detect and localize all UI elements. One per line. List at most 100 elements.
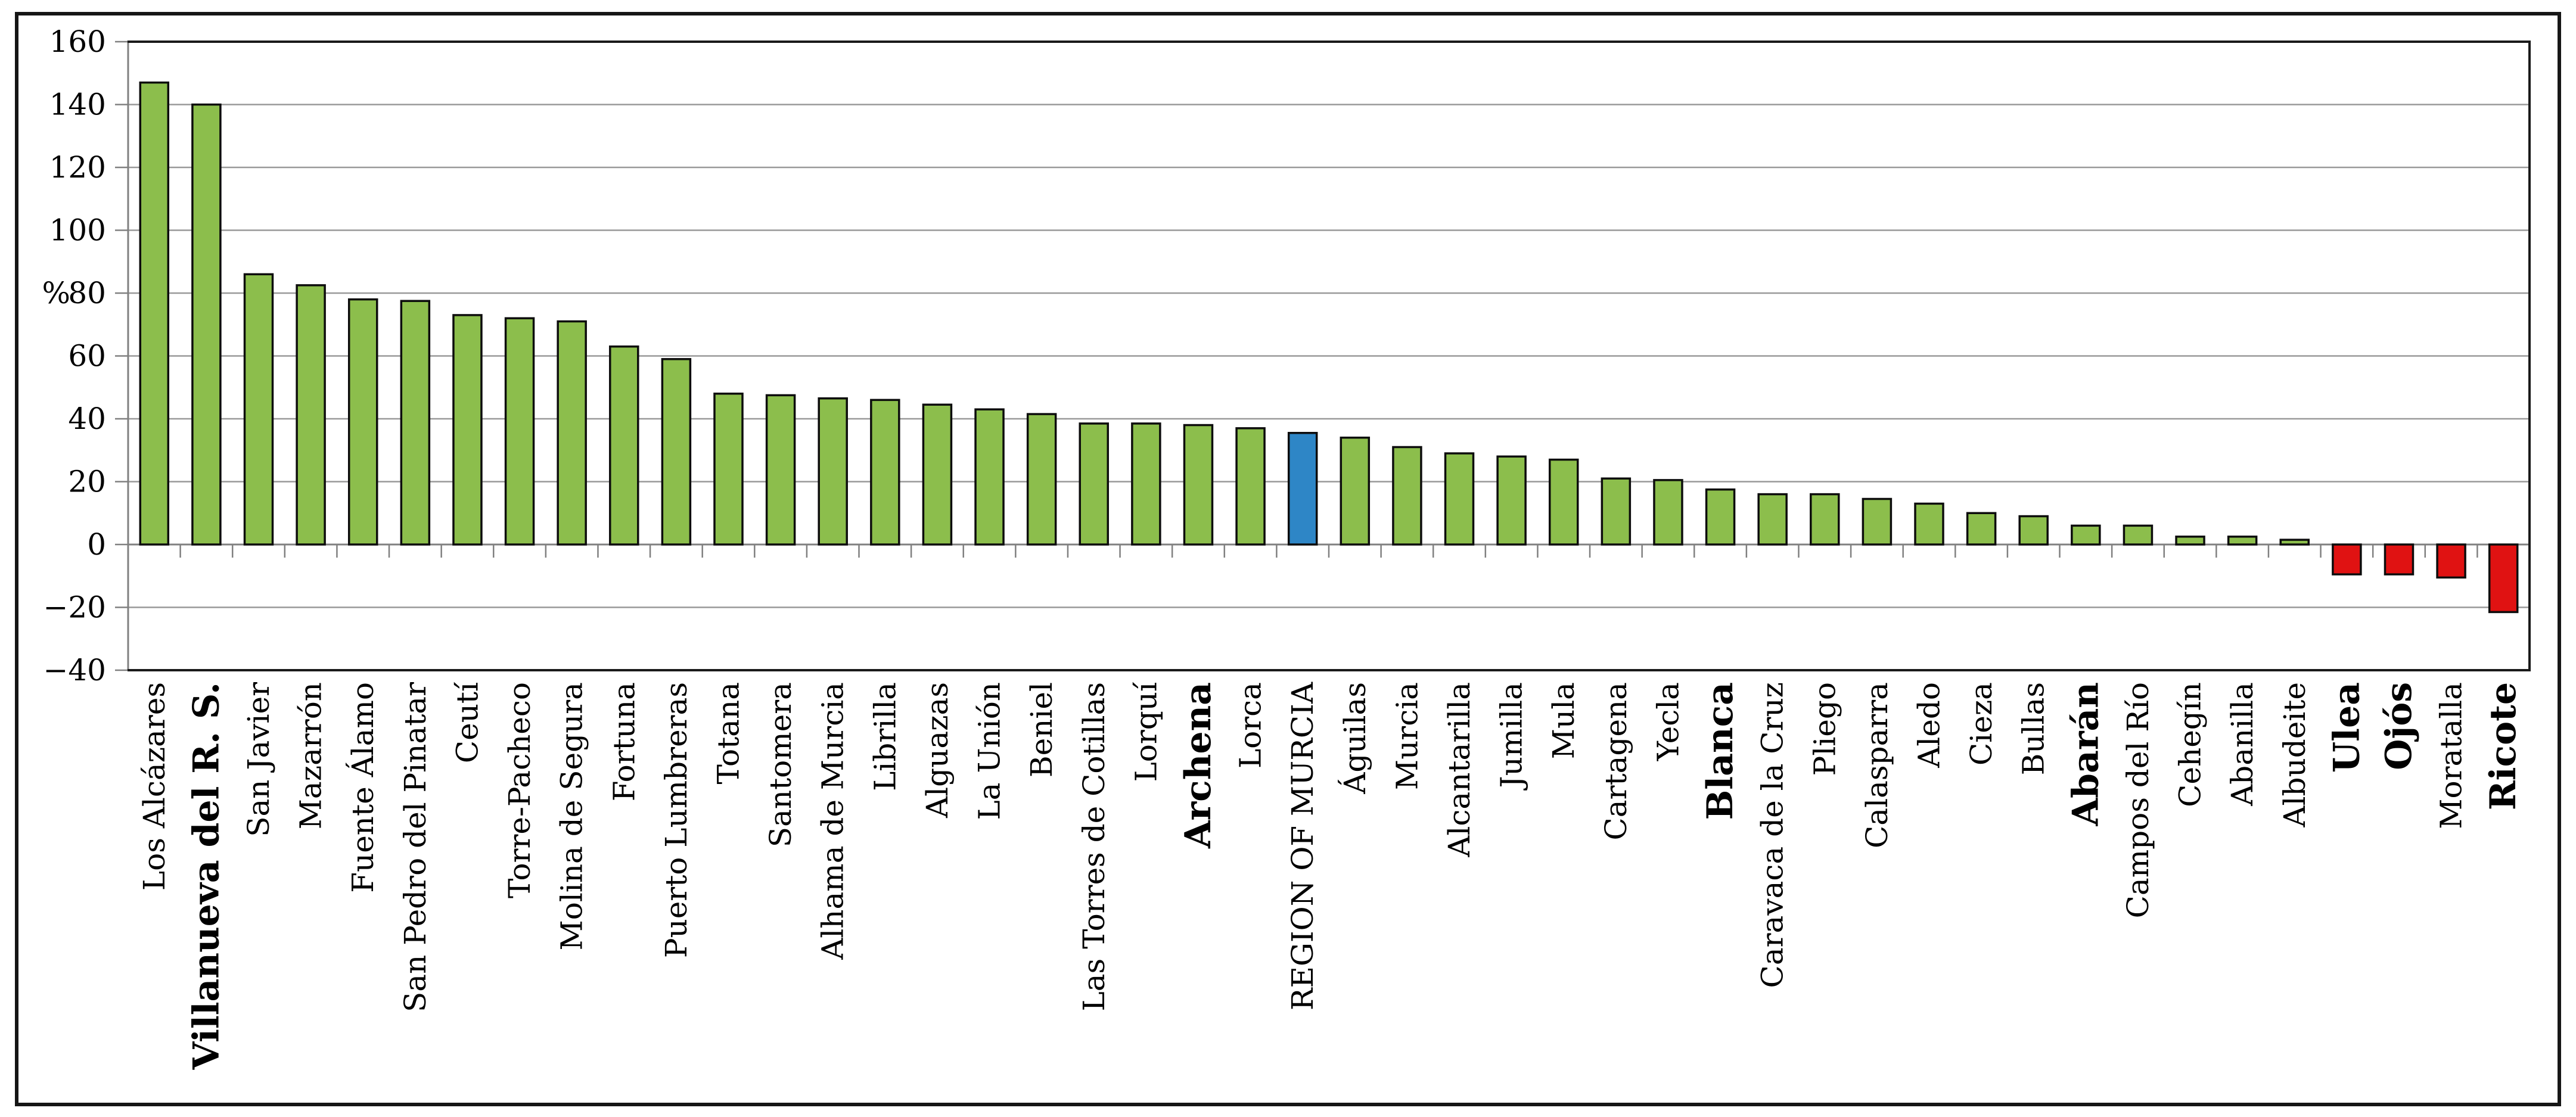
x-label-alguazas: Alguazas — [920, 682, 955, 819]
bar-los-alcazares — [139, 81, 170, 546]
x-label-lorca: Lorca — [1233, 682, 1268, 768]
y-tick-label-40: 40 — [68, 402, 106, 436]
x-label-ceuti: Ceutí — [450, 682, 484, 763]
x-label-santomera: Santomera — [763, 682, 798, 847]
y-tick-label--20: −20 — [43, 590, 106, 625]
bar-molina-de-segura — [557, 320, 587, 546]
bar-mazarron — [296, 284, 326, 546]
bar-campos-del-rio — [2123, 524, 2154, 546]
x-label-region-of-murcia: REGION OF MURCIA — [1285, 682, 1320, 1010]
bar-cieza — [1966, 512, 1997, 546]
bar-villanueva-del-r-s — [191, 103, 222, 546]
bar-region-of-murcia — [1287, 431, 1318, 546]
x-label-san-javier: San Javier — [241, 682, 276, 837]
x-label-calasparra: Calasparra — [1860, 682, 1894, 848]
bar-blanca — [1705, 488, 1736, 546]
bar-lorqui — [1131, 422, 1161, 546]
x-label-beniel: Beniel — [1024, 682, 1059, 777]
x-label-abaran: Abarán — [2065, 682, 2106, 827]
x-label-abanilla: Abanilla — [2225, 682, 2260, 807]
x-label-alcantarilla: Alcantarilla — [1442, 682, 1477, 858]
x-label-cieza: Cieza — [1964, 682, 1999, 766]
x-label-la-union: La Unión — [972, 682, 1007, 820]
x-label-lorqui: Lorquí — [1129, 682, 1163, 782]
bar-abaran — [2071, 524, 2101, 546]
y-tick-label-140: 140 — [49, 88, 106, 122]
bar-cehegin — [2175, 536, 2205, 546]
bar-puerto-lumbreras — [661, 358, 692, 546]
bar-cartagena — [1601, 477, 1632, 546]
x-label-ojos: Ojós — [2378, 682, 2420, 770]
y-tick-label-20: 20 — [68, 465, 106, 499]
bar-torre-pacheco — [504, 317, 535, 546]
bar-moratalla — [2436, 543, 2466, 579]
x-label-torre-pacheco: Torre-Pacheco — [502, 682, 537, 898]
bar-yecla — [1653, 479, 1683, 546]
x-label-aguilas: Águilas — [1337, 682, 1372, 795]
bar-calasparra — [1862, 497, 1893, 546]
y-tick-label-160: 160 — [49, 24, 106, 59]
figure-outer-border — [15, 12, 2561, 1106]
x-label-pliego: Pliego — [1807, 682, 1842, 776]
x-label-aledo: Aledo — [1912, 682, 1947, 768]
bar-aledo — [1914, 502, 1944, 546]
bar-librilla — [870, 399, 900, 546]
y-tick-label-100: 100 — [49, 213, 106, 248]
x-label-moratalla: Moratalla — [2434, 682, 2469, 829]
bar-murcia — [1392, 446, 1422, 546]
x-label-ulea: Ulea — [2326, 682, 2367, 773]
bar-ojos — [2384, 543, 2415, 575]
bar-fortuna — [609, 345, 639, 546]
bar-alguazas — [922, 403, 953, 546]
x-label-blanca: Blanca — [1699, 682, 1741, 820]
x-label-totana: Totana — [711, 682, 746, 784]
x-label-jumilla: Jumilla — [1494, 682, 1529, 791]
x-label-ricote: Ricote — [2482, 682, 2524, 810]
x-label-villanueva-del-r-s: Villanueva del R. S. — [185, 682, 227, 1070]
bar-jumilla — [1496, 455, 1527, 546]
x-label-caravaca-de-la-cruz: Caravaca de la Cruz — [1755, 682, 1790, 988]
bar-san-javier — [243, 273, 274, 546]
bar-bullas — [2018, 515, 2049, 546]
x-label-cartagena: Cartagena — [1599, 682, 1633, 840]
x-label-librilla: Librilla — [868, 682, 902, 791]
x-label-los-alcazares: Los Alcázares — [137, 682, 172, 891]
y-tick-label-120: 120 — [49, 150, 106, 185]
y-tick-label-80: 80 — [68, 276, 106, 310]
bar-alcantarilla — [1444, 452, 1475, 546]
y-tick-label--40: −40 — [43, 653, 106, 687]
bar-pliego — [1810, 493, 1840, 546]
x-label-murcia: Murcia — [1390, 682, 1424, 790]
bar-albudeite — [2279, 539, 2310, 546]
bar-lorca — [1235, 427, 1266, 546]
x-label-archena: Archena — [1177, 682, 1219, 849]
x-label-bullas: Bullas — [2016, 682, 2051, 775]
bar-mula — [1548, 458, 1579, 546]
x-label-alhama-de-murcia: Alhama de Murcia — [816, 682, 850, 960]
bar-beniel — [1026, 413, 1057, 546]
bar-totana — [713, 393, 744, 546]
bar-ulea — [2332, 543, 2362, 575]
bar-aguilas — [1340, 436, 1371, 546]
x-label-las-torres-de-cotillas: Las Torres de Cotillas — [1077, 682, 1111, 1011]
bar-archena — [1183, 424, 1214, 546]
x-label-campos-del-rio: Campos del Río — [2121, 682, 2155, 918]
x-label-yecla: Yecla — [1651, 682, 1685, 761]
x-label-mazarron: Mazarrón — [294, 682, 328, 829]
x-label-fortuna: Fortuna — [607, 682, 641, 801]
y-axis-unit-label: % — [42, 276, 70, 310]
x-label-molina-de-segura: Molina de Segura — [555, 682, 589, 950]
x-label-cehegin: Cehegín — [2173, 682, 2208, 807]
bar-ceuti — [452, 314, 483, 546]
bar-alhama-de-murcia — [818, 397, 848, 546]
x-label-fuente-alamo: Fuente Álamo — [345, 682, 380, 893]
y-tick-label-60: 60 — [68, 339, 106, 374]
bar-la-union — [974, 408, 1005, 546]
y-tick-label-0: 0 — [87, 527, 106, 562]
bar-santomera — [765, 394, 796, 546]
bar-ricote — [2488, 543, 2519, 614]
x-label-albudeite: Albudeite — [2277, 682, 2312, 828]
x-label-puerto-lumbreras: Puerto Lumbreras — [659, 682, 694, 958]
